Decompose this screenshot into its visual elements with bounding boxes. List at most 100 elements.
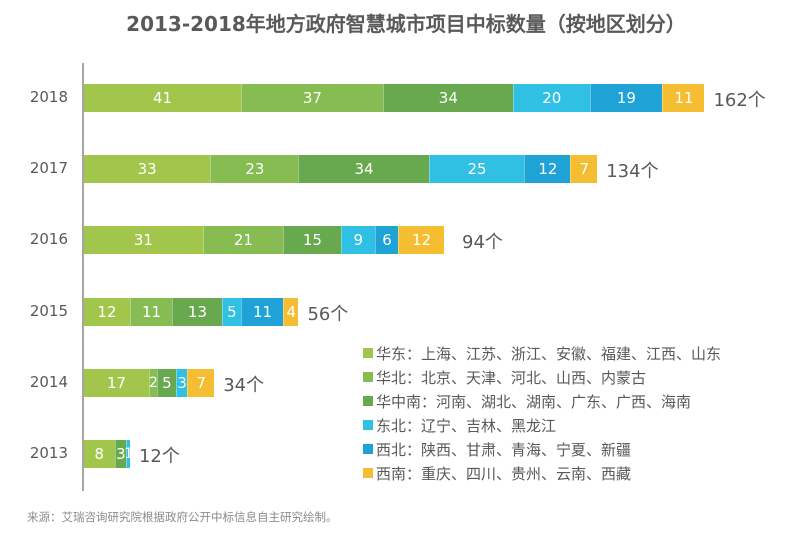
data-label: 12 bbox=[538, 160, 558, 179]
data-label: 31 bbox=[133, 231, 153, 250]
legend-swatch-icon bbox=[363, 348, 373, 358]
y-tick-label: 2015 bbox=[29, 301, 68, 320]
bar-segment: 7 bbox=[570, 155, 598, 184]
total-label: 134个 bbox=[606, 161, 659, 183]
bar-segment: 1 bbox=[124, 440, 133, 468]
data-label: 1 bbox=[124, 446, 133, 462]
y-tick-label: 2013 bbox=[29, 444, 68, 462]
bar-segment: 3 bbox=[114, 440, 127, 468]
legend-swatch-icon bbox=[363, 420, 373, 430]
bar-segment: 19 bbox=[589, 84, 663, 112]
legend-label: 华东：上海、江苏、浙江、安徽、福建、江西、山东 bbox=[376, 344, 722, 363]
data-label: 34 bbox=[354, 160, 374, 179]
legend-item: 西北：陕西、甘肃、青海、宁夏、新疆 bbox=[363, 437, 721, 461]
data-label: 3 bbox=[116, 445, 126, 463]
bar-segment: 9 bbox=[340, 226, 376, 255]
data-label: 11 bbox=[141, 302, 162, 321]
bar-segment: 11 bbox=[662, 84, 705, 112]
data-label: 33 bbox=[137, 160, 157, 179]
total-label: 56个 bbox=[307, 303, 349, 325]
data-label: 4 bbox=[286, 302, 297, 321]
data-label: 7 bbox=[196, 373, 207, 392]
data-label: 12 bbox=[411, 231, 432, 250]
bar-segment: 2 bbox=[148, 368, 158, 397]
data-label: 34 bbox=[438, 89, 458, 107]
data-label: 9 bbox=[353, 231, 364, 250]
bar-row-2015: 12 11 13 5 11 4 bbox=[84, 297, 299, 326]
legend: 华东：上海、江苏、浙江、安徽、福建、江西、山东 华北：北京、天津、河北、山西、内蒙… bbox=[363, 341, 721, 485]
bar-segment: 33 bbox=[84, 155, 211, 184]
bar-segment: 37 bbox=[241, 84, 383, 112]
data-label: 19 bbox=[616, 89, 636, 107]
bar-segment: 12 bbox=[398, 226, 444, 255]
data-label: 5 bbox=[162, 373, 172, 392]
data-label: 3 bbox=[177, 373, 187, 392]
bar-segment: 4 bbox=[283, 297, 299, 326]
bar-segment: 20 bbox=[512, 84, 590, 112]
y-tick-label: 2017 bbox=[29, 159, 68, 178]
y-tick-label: 2016 bbox=[29, 230, 68, 249]
data-label: 5 bbox=[227, 302, 237, 321]
data-label: 6 bbox=[382, 231, 392, 250]
total-label: 34个 bbox=[223, 374, 265, 396]
y-axis-line bbox=[82, 63, 84, 491]
legend-item: 华北：北京、天津、河北、山西、内蒙古 bbox=[363, 365, 721, 389]
legend-item: 华中南：河南、湖北、湖南、广东、广西、海南 bbox=[363, 389, 721, 413]
legend-item: 华东：上海、江苏、浙江、安徽、福建、江西、山东 bbox=[363, 341, 721, 365]
bar-segment: 41 bbox=[84, 84, 242, 112]
bar-segment: 25 bbox=[428, 155, 525, 184]
bar-row-2014: 17 2 5 3 7 bbox=[84, 368, 215, 397]
bar-segment: 34 bbox=[382, 84, 513, 112]
data-label: 23 bbox=[245, 160, 265, 179]
bar-segment: 11 bbox=[241, 297, 284, 326]
total-label: 94个 bbox=[462, 232, 503, 254]
bar-row-2016: 31 21 15 9 6 12 bbox=[84, 226, 444, 255]
legend-label: 华中南：河南、湖北、湖南、广东、广西、海南 bbox=[376, 392, 692, 411]
chart-title: 2013-2018年地方政府智慧城市项目中标数量（按地区划分） bbox=[126, 12, 686, 36]
bar-segment: 5 bbox=[156, 368, 176, 397]
bar-segment: 17 bbox=[84, 368, 150, 397]
data-label: 2 bbox=[148, 374, 158, 391]
data-label: 12 bbox=[97, 302, 117, 321]
bar-segment: 31 bbox=[84, 226, 203, 255]
bar-segment: 5 bbox=[221, 297, 241, 326]
bar-segment: 13 bbox=[172, 297, 222, 326]
legend-label: 东北：辽宁、吉林、黑龙江 bbox=[376, 416, 557, 435]
bar-segment: 12 bbox=[524, 155, 571, 184]
data-label: 7 bbox=[579, 160, 590, 179]
source-note: 来源：艾瑞咨询研究院根据政府公开中标信息自主研究绘制。 bbox=[27, 510, 338, 524]
legend-item: 东北：辽宁、吉林、黑龙江 bbox=[363, 413, 721, 437]
data-label: 11 bbox=[674, 89, 694, 107]
bar-segment: 8 bbox=[84, 440, 115, 468]
bar-segment: 12 bbox=[84, 297, 130, 326]
legend-swatch-icon bbox=[363, 444, 373, 454]
data-label: 21 bbox=[233, 231, 253, 250]
bar-row-2018: 41 37 34 20 19 11 bbox=[84, 84, 705, 112]
total-label: 162个 bbox=[713, 90, 766, 111]
data-label: 8 bbox=[94, 445, 105, 463]
data-label: 20 bbox=[542, 89, 562, 107]
bar-segment: 3 bbox=[175, 368, 188, 397]
bar-segment: 23 bbox=[210, 155, 299, 184]
data-label: 25 bbox=[467, 160, 487, 179]
legend-item: 西南：重庆、四川、贵州、云南、西藏 bbox=[363, 461, 721, 485]
total-label: 12个 bbox=[138, 446, 180, 467]
data-label: 11 bbox=[253, 302, 273, 321]
data-label: 15 bbox=[302, 231, 322, 250]
bar-segment: 11 bbox=[129, 297, 173, 326]
bar-segment: 21 bbox=[202, 226, 284, 255]
y-tick-label: 2018 bbox=[29, 88, 68, 106]
data-label: 17 bbox=[107, 373, 127, 392]
legend-swatch-icon bbox=[363, 468, 373, 478]
bar-segment: 15 bbox=[283, 226, 341, 255]
bar-segment: 7 bbox=[187, 368, 215, 397]
bar-segment: 6 bbox=[375, 226, 399, 255]
legend-swatch-icon bbox=[363, 396, 373, 406]
legend-label: 西南：重庆、四川、贵州、云南、西藏 bbox=[376, 464, 632, 483]
data-label: 37 bbox=[302, 89, 322, 107]
legend-label: 华北：北京、天津、河北、山西、内蒙古 bbox=[376, 368, 647, 387]
bar-row-2017: 33 23 34 25 12 7 bbox=[84, 155, 598, 184]
legend-label: 西北：陕西、甘肃、青海、宁夏、新疆 bbox=[376, 440, 632, 459]
y-tick-label: 2014 bbox=[29, 372, 68, 391]
